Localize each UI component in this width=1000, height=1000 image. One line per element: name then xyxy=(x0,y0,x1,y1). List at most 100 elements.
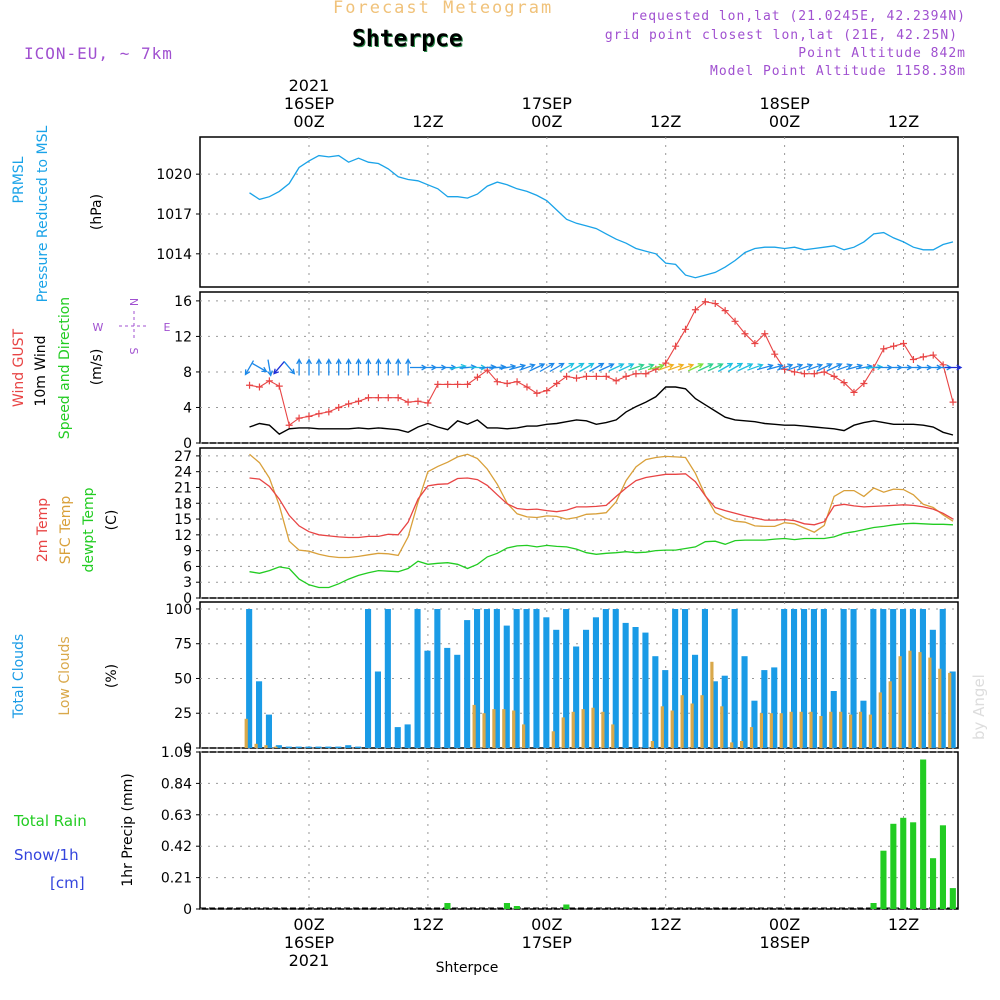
panel-axis-label: Speed and Direction xyxy=(57,297,73,439)
y-tick-label: 50 xyxy=(174,671,192,687)
bottom-time-label: 00Z xyxy=(293,915,324,934)
total-clouds-bar xyxy=(414,609,421,748)
bottom-time-label: 16SEP xyxy=(284,933,335,952)
wind-direction-arrow xyxy=(345,358,352,376)
total-clouds-bar xyxy=(880,609,887,748)
rain-bar xyxy=(900,817,907,909)
low-clouds-bar xyxy=(868,714,872,748)
total-clouds-bar xyxy=(860,700,867,748)
top-time-label: 2021 xyxy=(289,76,330,95)
total-clouds-bar xyxy=(315,746,322,748)
y-tick-label: 0 xyxy=(183,741,192,757)
panel-frame xyxy=(199,751,959,910)
low-clouds-bar xyxy=(561,717,565,748)
rain-bar xyxy=(920,759,927,909)
low-clouds-bar xyxy=(878,692,882,748)
wind-direction-arrow xyxy=(618,363,635,372)
total-clouds-bar xyxy=(533,609,540,748)
wind-gust-marker xyxy=(295,414,303,422)
total-clouds-bar xyxy=(929,629,936,748)
total-clouds-bar xyxy=(761,670,768,748)
wind-gust-marker xyxy=(404,398,412,406)
wind-gust-marker xyxy=(850,388,858,396)
wind-direction-arrow xyxy=(529,363,546,372)
y-tick-label: 0 xyxy=(183,436,192,452)
dewpoint-line xyxy=(249,522,954,589)
panel-axis-label: (m/s) xyxy=(89,349,105,386)
panel-axis-label: 1hr Precip (mm) xyxy=(120,773,136,886)
model-label: ICON-EU, ~ 7km xyxy=(24,44,173,63)
wind-direction-arrow xyxy=(677,363,695,371)
wind-direction-arrow xyxy=(628,363,645,371)
wind-direction-arrow xyxy=(395,358,402,376)
wind-direction-arrow xyxy=(559,362,575,373)
total-clouds-bar xyxy=(493,609,500,748)
total-clouds-bar xyxy=(652,656,659,748)
y-tick-label: 24 xyxy=(174,465,192,481)
top-time-label: 12Z xyxy=(888,112,919,131)
wind-gust-marker xyxy=(543,387,551,395)
rain-bar xyxy=(930,858,937,909)
rain-bar xyxy=(890,823,897,909)
rain-bar xyxy=(949,888,956,909)
total-clouds-bar xyxy=(404,724,411,748)
meteogram-title: Forecast Meteogram xyxy=(333,0,554,18)
wind-direction-arrow xyxy=(273,360,285,375)
bottom-time-label: 00Z xyxy=(531,915,562,934)
total-clouds-bar xyxy=(919,609,926,748)
y-tick-label: 16 xyxy=(174,294,192,310)
wind-gust-marker xyxy=(731,317,739,325)
snow-unit-legend: [cm] xyxy=(50,874,85,892)
low-clouds-bar xyxy=(849,714,853,748)
wind-direction-arrow xyxy=(737,363,754,372)
total-clouds-bar xyxy=(454,654,461,748)
wind-direction-arrow xyxy=(806,363,824,371)
rain-bar xyxy=(513,906,520,909)
low-clouds-bar xyxy=(789,711,793,748)
wind-gust-marker xyxy=(860,379,868,387)
wind-gust-marker xyxy=(830,372,838,380)
total-clouds-bar xyxy=(355,746,362,748)
wind-gust-marker xyxy=(771,350,779,358)
total-clouds-bar xyxy=(751,700,758,748)
watermark: by Angel xyxy=(970,674,988,740)
total-clouds-bar xyxy=(513,609,520,748)
wind-gust-marker xyxy=(820,368,828,376)
wind-gust-marker xyxy=(582,372,590,380)
low-clouds-bar xyxy=(254,743,258,748)
wind-gust-marker xyxy=(701,298,709,306)
panel-axis-label: dewpt Temp xyxy=(81,487,97,572)
wind-gust-marker xyxy=(642,370,650,378)
total-clouds-bar xyxy=(523,609,530,748)
total-clouds-bar xyxy=(394,727,401,748)
total-clouds-bar xyxy=(692,654,699,748)
compass-south-label: S xyxy=(127,348,140,355)
wind-direction-arrow xyxy=(647,363,665,371)
low-clouds-bar xyxy=(244,718,248,748)
wind-direction-arrow xyxy=(306,358,312,376)
wind-direction-arrow xyxy=(727,362,744,373)
y-tick-label: 1014 xyxy=(156,247,192,263)
low-clouds-bar xyxy=(908,650,912,748)
wind-gust-marker xyxy=(315,410,323,418)
requested-coordinates: requested lon,lat (21.0245E, 42.2394N) xyxy=(630,9,966,24)
top-time-label: 12Z xyxy=(650,112,681,131)
wind-gust-marker xyxy=(473,373,481,381)
low-clouds-bar xyxy=(938,668,942,748)
wind-gust-marker xyxy=(265,377,273,385)
wind-direction-arrow xyxy=(252,362,268,373)
wind-gust-marker xyxy=(533,389,541,397)
total-clouds-bar xyxy=(939,609,946,748)
total-clouds-bar xyxy=(434,609,441,748)
total-clouds-bar xyxy=(384,609,391,748)
top-time-label: 00Z xyxy=(769,112,800,131)
low-clouds-bar xyxy=(680,695,684,748)
wind-direction-arrow xyxy=(796,363,814,371)
wind-gust-marker xyxy=(364,394,372,402)
low-clouds-bar xyxy=(948,672,952,748)
location-title: Shterpce xyxy=(352,26,463,52)
total-clouds-bar xyxy=(563,609,570,748)
wind-direction-arrow xyxy=(776,363,794,371)
wind-gust-marker xyxy=(454,380,462,388)
y-tick-label: 15 xyxy=(174,512,192,528)
